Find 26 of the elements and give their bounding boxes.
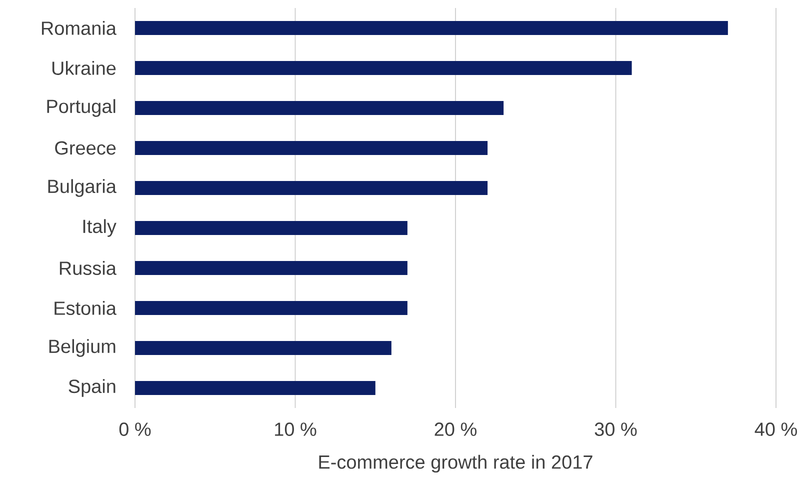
bar (135, 181, 488, 196)
y-tick-label: Russia (60, 261, 116, 275)
bar (135, 21, 728, 36)
y-tick-label: Belgium (49, 339, 116, 357)
x-tick-label: 30 % (594, 422, 637, 436)
y-tick-label: Romania (42, 21, 116, 35)
bar (135, 101, 504, 116)
x-tick-label: 0 % (119, 422, 151, 436)
bar (135, 221, 408, 236)
y-tick-label: Spain (68, 379, 116, 397)
y-tick-label: Greece (55, 141, 116, 155)
x-tick-label: 10 % (275, 422, 316, 436)
x-tick-label: 20 % (434, 422, 476, 436)
bar (135, 381, 376, 396)
y-tick-label: Ukraine (52, 61, 116, 75)
bar (135, 141, 488, 156)
y-tick-label: Portugal (47, 99, 116, 117)
y-tick-label: Italy (83, 219, 116, 237)
y-tick-label: Bulgaria (48, 179, 116, 197)
bar (135, 341, 392, 356)
x-axis-title: E-commerce growth rate in 2017 (319, 454, 592, 473)
y-tick-label: Estonia (54, 301, 116, 315)
bar (135, 261, 408, 276)
bar (135, 301, 408, 316)
x-tick-label: 40 % (754, 422, 797, 436)
bar (135, 61, 632, 76)
